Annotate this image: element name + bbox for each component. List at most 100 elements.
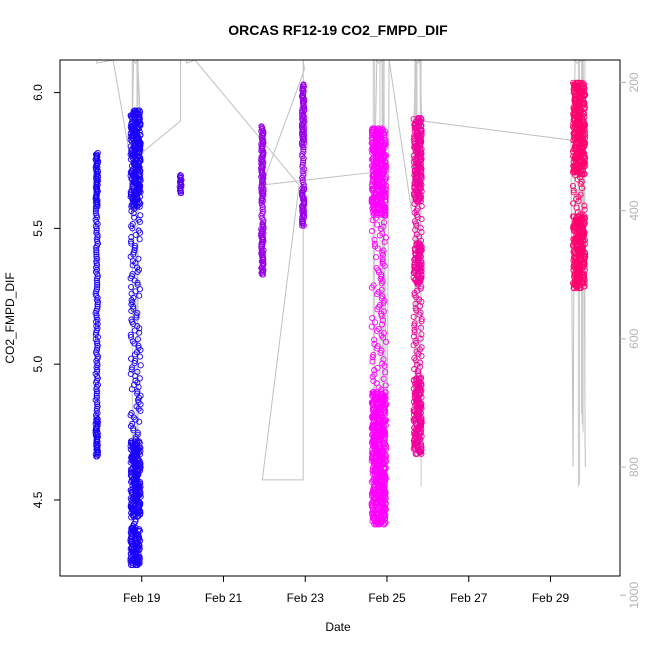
- data-point: [382, 446, 389, 453]
- data-point: [382, 382, 389, 389]
- data-point: [371, 341, 378, 348]
- data-point: [574, 115, 581, 122]
- data-point: [371, 480, 378, 487]
- data-point: [378, 286, 385, 293]
- data-point: [128, 355, 135, 362]
- data-point: [136, 292, 143, 299]
- data-point: [574, 79, 581, 86]
- data-point: [128, 410, 135, 417]
- data-point: [410, 152, 417, 159]
- data-point: [128, 240, 135, 247]
- data-point: [258, 230, 265, 237]
- data-point: [299, 185, 306, 192]
- data-point: [132, 490, 139, 497]
- secondary-y-tick-label: 600: [627, 329, 641, 349]
- data-point: [379, 516, 386, 523]
- data-point: [577, 239, 584, 246]
- data-point: [93, 314, 100, 321]
- data-point: [574, 131, 581, 139]
- data-point: [371, 408, 378, 416]
- data-point: [300, 146, 307, 153]
- flight-1-0: [176, 172, 185, 197]
- data-point: [137, 131, 144, 139]
- data-point: [370, 487, 377, 494]
- data-point: [580, 161, 587, 168]
- data-point: [374, 364, 381, 372]
- data-point: [368, 135, 375, 142]
- data-point: [132, 518, 139, 525]
- data-point: [299, 188, 306, 195]
- data-point: [573, 204, 580, 211]
- data-point: [93, 260, 100, 267]
- data-point: [135, 503, 142, 510]
- data-point: [370, 418, 378, 425]
- data-point: [570, 187, 577, 194]
- data-point: [136, 107, 143, 114]
- data-point: [378, 175, 385, 183]
- data-point: [371, 490, 378, 497]
- data-point: [93, 394, 100, 401]
- data-point: [413, 377, 420, 384]
- data-point: [379, 360, 386, 367]
- data-point: [92, 207, 99, 215]
- data-point: [581, 202, 588, 209]
- data-point: [372, 243, 379, 250]
- data-point: [137, 362, 144, 369]
- data-point: [416, 240, 423, 247]
- data-point: [418, 165, 425, 172]
- data-point: [571, 110, 578, 117]
- data-point: [417, 335, 424, 342]
- data-point: [574, 242, 581, 249]
- data-point: [414, 119, 421, 127]
- data-point: [369, 144, 376, 152]
- data-point: [299, 179, 306, 186]
- data-point: [128, 547, 135, 554]
- data-point: [375, 177, 382, 184]
- data-point: [411, 180, 418, 187]
- data-point: [128, 366, 135, 373]
- data-point: [381, 513, 388, 520]
- data-point: [417, 278, 424, 285]
- data-point: [416, 296, 423, 303]
- data-point: [370, 282, 377, 289]
- data-point: [135, 255, 142, 262]
- data-point: [92, 210, 99, 217]
- data-point: [578, 223, 585, 230]
- data-point: [128, 283, 135, 291]
- data-point: [94, 368, 101, 375]
- data-points: [92, 79, 589, 569]
- data-point: [581, 213, 588, 220]
- flight-0-1: [127, 107, 144, 569]
- data-point: [374, 433, 381, 440]
- data-point: [93, 277, 100, 284]
- data-point: [93, 251, 100, 258]
- data-point: [570, 136, 577, 143]
- data-point: [382, 395, 389, 402]
- data-point: [371, 241, 378, 248]
- data-point: [373, 390, 380, 398]
- data-point: [411, 326, 418, 333]
- data-point: [412, 445, 419, 452]
- data-point: [573, 234, 581, 241]
- data-point: [380, 247, 387, 254]
- data-point: [571, 281, 578, 288]
- data-point: [93, 390, 100, 397]
- data-point: [94, 234, 101, 241]
- data-point: [131, 244, 138, 251]
- data-point: [134, 390, 141, 397]
- data-point: [580, 81, 587, 88]
- data-point: [378, 412, 385, 419]
- data-point: [129, 220, 136, 228]
- data-point: [134, 141, 141, 148]
- data-point: [128, 187, 135, 194]
- data-point: [570, 236, 577, 243]
- data-point: [411, 322, 418, 329]
- data-point: [134, 310, 141, 317]
- data-point: [128, 146, 135, 153]
- data-point: [129, 133, 136, 140]
- data-point: [382, 421, 389, 429]
- flight-0-0: [92, 149, 102, 460]
- data-point: [416, 157, 423, 164]
- data-point: [127, 446, 134, 453]
